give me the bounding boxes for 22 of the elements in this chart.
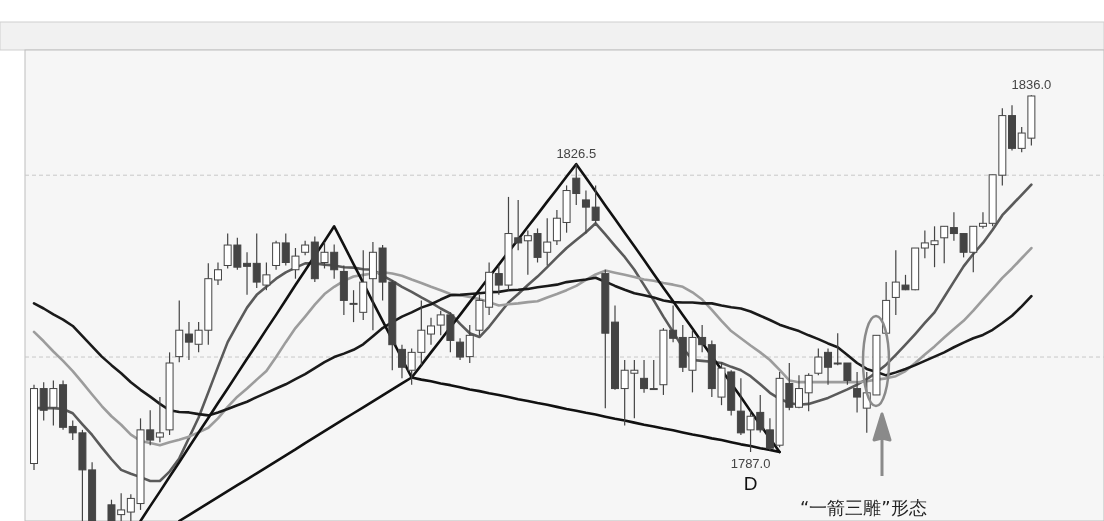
candlestick xyxy=(427,317,435,346)
candlestick xyxy=(814,347,823,376)
candlestick xyxy=(397,344,406,379)
annotation: 1836.0 xyxy=(1011,77,1052,93)
candlestick xyxy=(853,371,862,414)
candlestick xyxy=(978,211,987,230)
candlestick xyxy=(243,251,252,296)
candlestick xyxy=(940,225,949,264)
candlestick xyxy=(456,337,465,361)
annotation: D xyxy=(743,473,758,495)
candlestick xyxy=(640,359,649,394)
candlestick xyxy=(794,374,803,409)
candlestick xyxy=(272,240,281,271)
annotation: “一箭三雕”形态 xyxy=(800,497,927,518)
candlestick xyxy=(804,372,813,412)
annotation: 1826.5 xyxy=(556,146,597,162)
candlestick xyxy=(214,261,222,286)
candlestick xyxy=(465,324,474,364)
annotation: 1787.0 xyxy=(730,456,771,472)
candlestick xyxy=(155,396,164,443)
candlestick xyxy=(824,347,833,386)
candlestick xyxy=(649,359,658,391)
